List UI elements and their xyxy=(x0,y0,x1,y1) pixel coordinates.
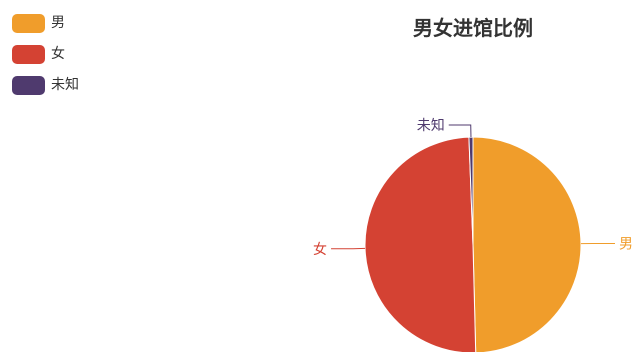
legend-label-male: 男 xyxy=(51,15,65,31)
leader-line-unknown xyxy=(448,124,472,138)
legend-label-unknown: 未知 xyxy=(51,77,79,93)
legend-item-male[interactable]: 男 xyxy=(12,14,79,33)
slice-label-female: 女 xyxy=(313,241,327,258)
pie-slice-unknown[interactable] xyxy=(468,136,474,246)
chart-title: 男女进馆比例 xyxy=(413,16,533,40)
pie-slice-female[interactable] xyxy=(364,136,477,352)
legend-item-unknown[interactable]: 未知 xyxy=(12,76,79,95)
pie-slice-male[interactable] xyxy=(472,136,582,352)
legend-item-female[interactable]: 女 xyxy=(12,45,79,64)
legend-label-female: 女 xyxy=(51,46,65,62)
slice-label-male: 男 xyxy=(619,236,633,252)
legend-swatch-male xyxy=(12,14,45,33)
slice-label-unknown: 未知 xyxy=(417,117,445,134)
legend-swatch-unknown xyxy=(12,76,45,95)
legend: 男 女 未知 xyxy=(12,14,79,95)
legend-swatch-female xyxy=(12,45,45,64)
